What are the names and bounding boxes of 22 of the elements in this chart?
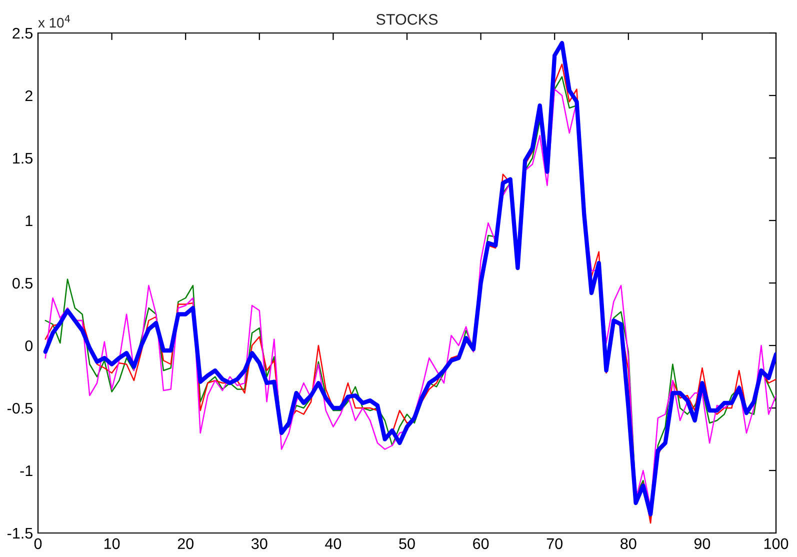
x-tick-label: 30 xyxy=(251,538,268,550)
y-tick-label: 0.5 xyxy=(12,278,32,289)
x-tick-label: 80 xyxy=(620,538,636,550)
x-tick-label: 100 xyxy=(764,538,788,550)
y-tick-label: 1.5 xyxy=(13,153,32,164)
y-tick-label: 1 xyxy=(26,216,32,226)
x-tick-label: 0 xyxy=(34,538,42,550)
x-tick-label: 60 xyxy=(473,538,489,550)
x-tick-label: 50 xyxy=(399,538,415,550)
y-tick-label: 0 xyxy=(25,340,33,352)
y-tick-label: -0.5 xyxy=(7,402,32,414)
x-tick-label: 10 xyxy=(104,538,120,550)
chart-title: STOCKS xyxy=(376,14,438,25)
y-tick-label: -1 xyxy=(20,466,32,476)
y-tick-label: -1.5 xyxy=(7,528,32,539)
y-tick-label: 2.5 xyxy=(12,28,32,39)
text: x 10$^{4}$ xyxy=(38,15,70,28)
x-tick-label: 70 xyxy=(546,538,562,550)
x-tick-label: 40 xyxy=(325,538,342,550)
x-tick-label: 90 xyxy=(694,538,710,550)
y-tick-label: 2 xyxy=(25,90,32,102)
x-tick-label: 20 xyxy=(178,538,194,550)
